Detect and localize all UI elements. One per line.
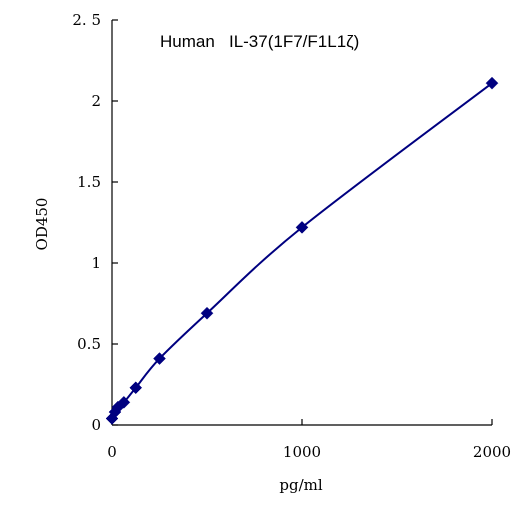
y-tick-label: 1 — [91, 254, 101, 272]
x-tick-label: 1000 — [283, 443, 321, 461]
y-axis-label: OD450 — [33, 198, 51, 251]
series-layer — [105, 76, 499, 425]
chart-title: Human IL-37(1F7/F1L1ζ) — [160, 32, 359, 51]
data-point — [117, 395, 131, 409]
y-tick-label: 0 — [91, 416, 101, 434]
series-line — [111, 82, 493, 419]
data-point — [200, 306, 214, 320]
y-ticks: 0 0.5 1 1.5 2 2. 5 — [72, 11, 118, 434]
y-tick-label: 0.5 — [77, 335, 101, 353]
data-point — [485, 76, 499, 90]
x-tick-label: 0 — [107, 443, 117, 461]
data-point — [129, 381, 143, 395]
y-tick-label: 1.5 — [77, 173, 101, 191]
x-axis-label: pg/ml — [279, 476, 322, 494]
y-tick-label: 2 — [91, 92, 101, 110]
y-tick-label: 2. 5 — [72, 11, 101, 29]
x-tick-label: 2000 — [473, 443, 511, 461]
x-ticks: 0 1000 2000 — [107, 419, 511, 461]
data-point — [153, 352, 166, 365]
data-point — [295, 221, 309, 234]
